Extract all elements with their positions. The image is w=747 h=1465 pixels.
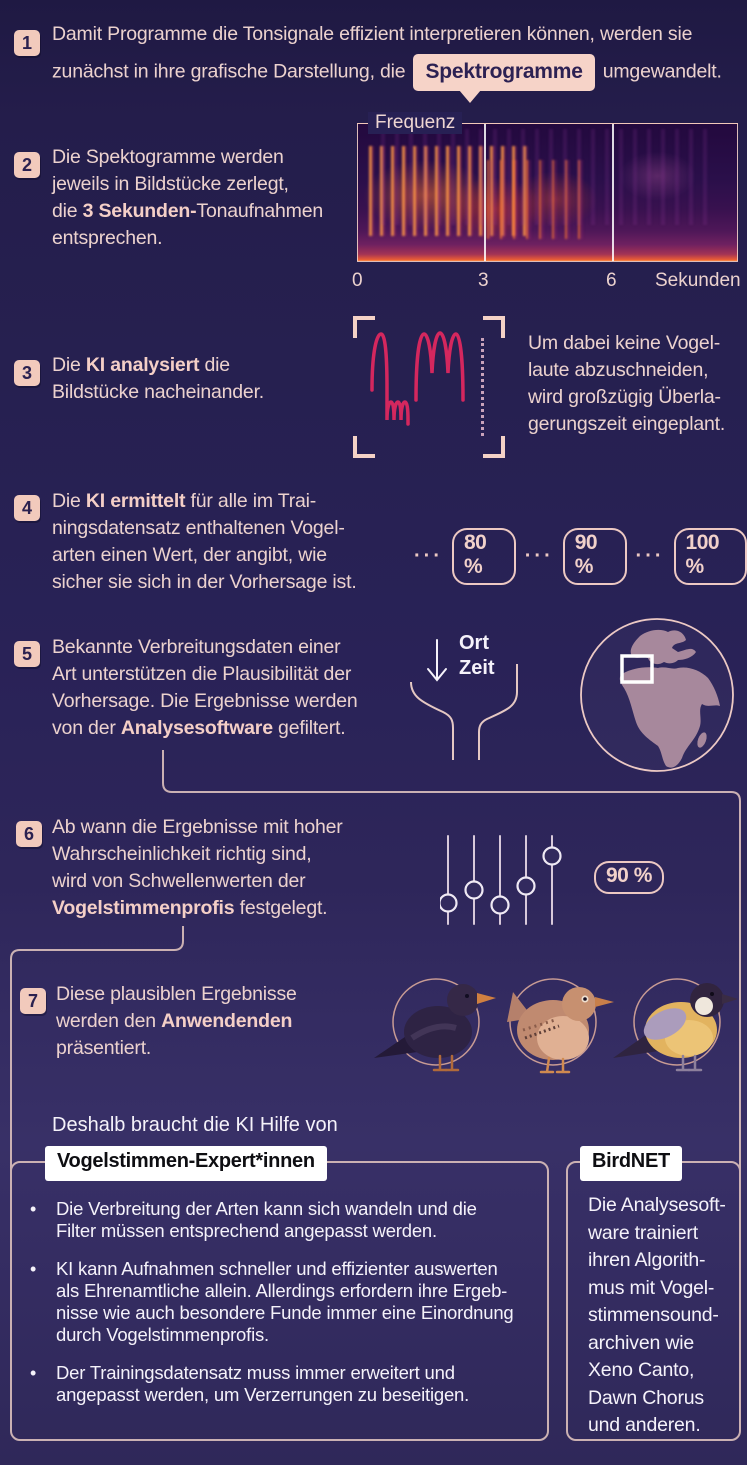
confidence-badge-90: 90 % (562, 528, 627, 585)
landmass-shape (619, 629, 720, 768)
step1-text: Damit Programme die Tonsignale effizient… (52, 21, 732, 103)
globe-icon (580, 618, 734, 772)
step7-text: Diese plausiblen Ergebnisse werden den An… (56, 983, 297, 1059)
step5-text: Bekannte Verbreitungsdaten einer Art unte… (52, 636, 358, 739)
confidence-badges-row: ··· 80 % ··· 90 % ··· 100 % (414, 528, 747, 585)
ort-label: Ort (459, 632, 489, 654)
segment-line-6s (612, 124, 614, 261)
wren-icon (507, 978, 614, 1074)
zeit-label: Zeit (459, 657, 495, 679)
spectrogram-image (357, 123, 738, 262)
bullet-marker: • (30, 1363, 37, 1383)
experts-bullet-list: • Die Verbreitung der Arten kann sich wa… (30, 1198, 535, 1422)
ellipsis-dots: ··· (414, 545, 443, 567)
spectrogram-streaks-mid (486, 159, 586, 240)
bullet-marker: • (30, 1259, 37, 1279)
frequency-axis-label: Frequenz (368, 112, 463, 134)
birdnet-box-text: Die Analysesoft-ware trainiert ihren Algo… (588, 1194, 726, 1436)
bracket-bottom-right-icon (483, 436, 505, 458)
europe-highlight-square (620, 654, 654, 684)
step1-line1: Damit Programme die Tonsignale effizient… (52, 23, 693, 45)
waveform-icon (370, 331, 465, 426)
tick-0: 0 (352, 270, 363, 291)
step-number-3: 3 (14, 360, 40, 386)
tick-6: 6 (606, 270, 617, 291)
ellipsis-dots: ··· (635, 545, 665, 567)
bracket-bottom-left-icon (353, 436, 375, 458)
filter-funnel-icon (410, 639, 518, 760)
step4-text: Die KI ermittelt für alle im Trai-ningsd… (52, 490, 357, 593)
list-item: • Der Trainingsdatensatz muss immer erwe… (30, 1362, 470, 1405)
blackbird-icon (374, 978, 496, 1072)
list-item: • Die Verbreitung der Arten kann sich wa… (30, 1198, 477, 1241)
step1-line2: zunächst in ihre grafische Darstellung, … (52, 54, 732, 103)
overlap-dotted-line (481, 338, 484, 436)
bracket-top-right-icon (483, 316, 505, 338)
tick-3: 3 (478, 270, 489, 291)
ellipsis-dots: ··· (524, 545, 554, 567)
step2-text: Die Spektogramme werden jeweils in Bildst… (52, 146, 324, 249)
confidence-badge-100: 100 % (673, 528, 747, 585)
step-number-6: 6 (16, 821, 42, 847)
step-number-2: 2 (14, 152, 40, 178)
step3-text: Die KI analysiert die Bildstücke nacheina… (52, 354, 265, 403)
segment-line-3s (484, 124, 486, 261)
spectrogram-streaks-faint (380, 129, 715, 226)
list-item: • KI kann Aufnahmen schneller und effizi… (30, 1258, 514, 1345)
step-number-1: 1 (14, 30, 40, 56)
connector-step6-left (10, 926, 184, 1171)
connector-step5-right (162, 750, 741, 1171)
spektrogramme-highlight-bubble: Spektrogramme (413, 54, 595, 103)
arrow-down-icon (427, 639, 447, 682)
experts-box-label: Vogelstimmen-Expert*innen (45, 1146, 327, 1181)
analysis-frame (353, 316, 505, 458)
great-tit-icon (613, 978, 738, 1072)
step-number-4: 4 (14, 495, 40, 521)
threshold-badge-90: 90 % (594, 861, 664, 894)
bracket-top-left-icon (353, 316, 375, 338)
step-number-7: 7 (20, 988, 46, 1014)
bullet-marker: • (30, 1199, 37, 1219)
step-number-5: 5 (14, 641, 40, 667)
closing-line: Deshalb braucht die KI Hilfe von (52, 1114, 338, 1136)
threshold-sliders-icon (440, 835, 562, 925)
step3-side-text: Um dabei keine Vogel-laute abzuschneiden… (528, 332, 726, 435)
confidence-badge-80: 80 % (451, 528, 516, 585)
seconds-axis-label: Sekunden (655, 270, 741, 291)
birdnet-box-label: BirdNET (580, 1146, 682, 1181)
step6-text: Ab wann die Ergebnisse mit hoher Wahrsche… (52, 816, 343, 919)
